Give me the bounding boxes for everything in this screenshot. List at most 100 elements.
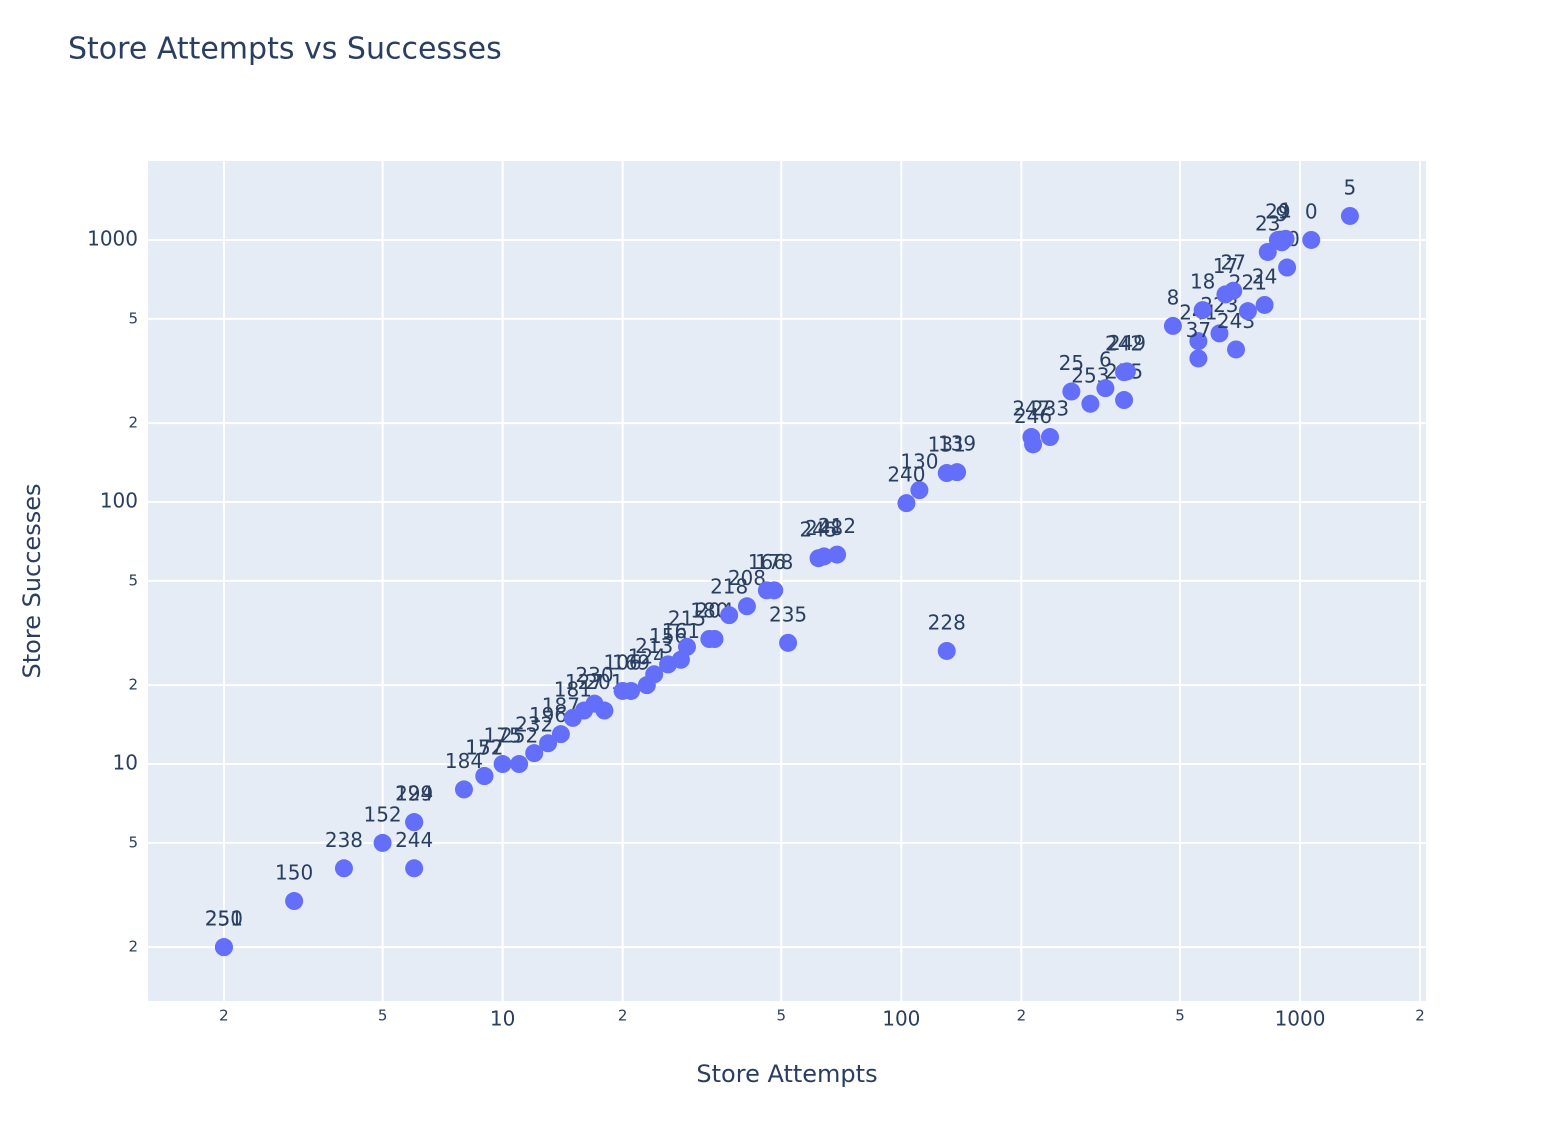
- point-label: 37: [1186, 318, 1211, 342]
- point-label: 245: [799, 518, 837, 542]
- y-tick-label: 100: [100, 489, 138, 513]
- point-label: 178: [755, 550, 793, 574]
- point-label: 0: [1305, 199, 1318, 223]
- point: [1278, 258, 1297, 277]
- y-tick-label: 5: [128, 571, 138, 589]
- x-tick-label: 2: [1017, 1007, 1027, 1025]
- point-label: 244: [395, 828, 433, 852]
- point: [828, 545, 847, 564]
- point: [1302, 230, 1321, 249]
- point-label: 161: [662, 619, 700, 643]
- point-label: 232: [515, 713, 553, 737]
- y-axis-title: Store Successes: [18, 484, 46, 679]
- point-label: 230: [575, 663, 613, 687]
- x-tick-label: 2: [618, 1007, 628, 1025]
- point-label: 246: [1014, 404, 1052, 428]
- point-label: 252: [500, 724, 538, 748]
- point: [1238, 302, 1257, 321]
- point-label: 218: [710, 575, 748, 599]
- point: [493, 755, 512, 774]
- point-label: 229: [395, 782, 433, 806]
- point-label: 27: [1221, 250, 1246, 274]
- point-label: 172: [465, 736, 503, 760]
- point: [677, 637, 696, 656]
- point-label: 127: [565, 670, 603, 694]
- point: [779, 633, 798, 652]
- point-label: 238: [325, 828, 363, 852]
- x-tick-label: 100: [882, 1007, 920, 1031]
- point-label: 248: [805, 516, 843, 540]
- point-label: 242: [1105, 332, 1143, 356]
- point-label: 6: [1099, 348, 1112, 372]
- x-tick-label: 5: [378, 1007, 388, 1025]
- point: [937, 641, 956, 660]
- point: [1040, 428, 1059, 447]
- point: [285, 892, 304, 911]
- point: [510, 755, 529, 774]
- point: [1115, 391, 1134, 410]
- point: [475, 767, 494, 786]
- point: [1117, 362, 1136, 381]
- x-tick-label: 5: [777, 1007, 787, 1025]
- point-label: 196: [529, 703, 567, 727]
- point: [334, 859, 353, 878]
- point-label: 29: [1265, 199, 1290, 223]
- point-label: 166: [748, 550, 786, 574]
- point: [1022, 428, 1041, 447]
- point: [405, 813, 424, 832]
- x-tick-label: 5: [1175, 1007, 1185, 1025]
- point-label: 139: [938, 432, 976, 456]
- point-label: 235: [769, 602, 807, 626]
- point-label: 131: [928, 433, 966, 457]
- point-label: 8: [1167, 285, 1180, 309]
- point: [1163, 316, 1182, 335]
- point-label: 212: [818, 514, 856, 538]
- point: [1189, 332, 1208, 351]
- x-tick-label: 2: [219, 1007, 229, 1025]
- point-label: 181: [554, 677, 592, 701]
- chart-title: Store Attempts vs Successes: [68, 32, 502, 67]
- point-label: 247: [1012, 397, 1050, 421]
- point-label: 184: [445, 749, 483, 773]
- point-label: 150: [275, 861, 313, 885]
- point-label: 24: [1252, 264, 1277, 288]
- point: [1255, 295, 1274, 314]
- point: [720, 606, 739, 625]
- x-axis-title: Store Attempts: [696, 1060, 877, 1088]
- point-label: 233: [1031, 397, 1069, 421]
- y-tick-label: 10: [113, 751, 138, 775]
- point: [645, 665, 664, 684]
- point: [1081, 394, 1100, 413]
- point: [765, 581, 784, 600]
- point-label: 5: [1344, 175, 1357, 199]
- y-tick-label: 2: [128, 414, 138, 432]
- x-tick-label: 10: [490, 1007, 515, 1031]
- point: [1193, 301, 1212, 320]
- point-label: 251: [205, 907, 243, 931]
- point: [1258, 242, 1277, 261]
- point: [1210, 324, 1229, 343]
- point: [373, 833, 392, 852]
- x-tick-label: 2: [1415, 1007, 1425, 1025]
- point-label: 152: [363, 802, 401, 826]
- point: [910, 481, 929, 500]
- point-label: 250: [205, 907, 243, 931]
- point: [551, 725, 570, 744]
- point: [948, 463, 967, 482]
- point: [1227, 340, 1246, 359]
- point-label: 106: [604, 650, 642, 674]
- point: [214, 938, 233, 957]
- point-label: 175: [484, 724, 522, 748]
- point: [525, 744, 544, 763]
- point: [454, 780, 473, 799]
- point: [897, 494, 916, 513]
- point: [405, 859, 424, 878]
- point-label: 25: [1059, 351, 1084, 375]
- point-label: 213: [635, 634, 673, 658]
- point-label: 194: [395, 782, 433, 806]
- point: [1189, 349, 1208, 368]
- point-label: 18: [1190, 270, 1215, 294]
- point: [1272, 233, 1291, 252]
- y-tick-label: 5: [128, 309, 138, 327]
